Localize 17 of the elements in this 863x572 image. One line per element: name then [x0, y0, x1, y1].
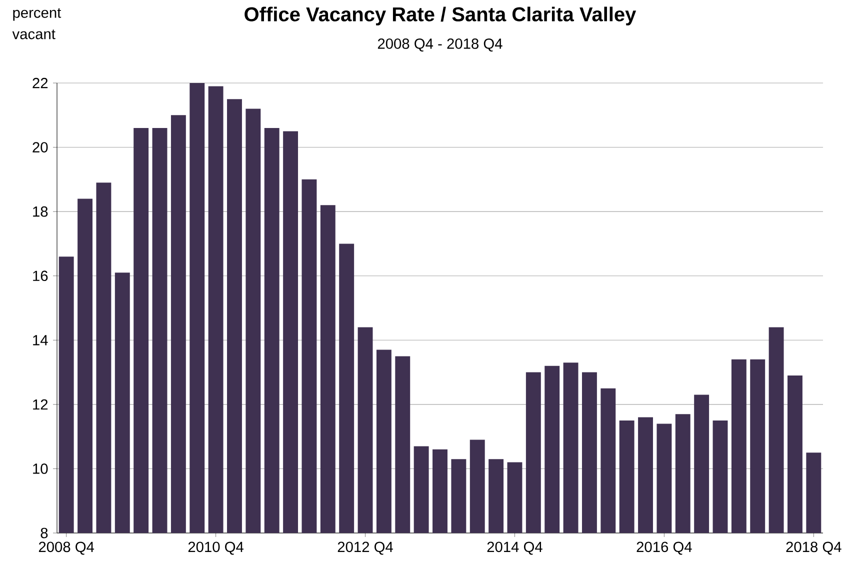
chart-title: Office Vacancy Rate / Santa Clarita Valley — [244, 6, 636, 26]
x-tick-label: 2014 Q4 — [487, 542, 542, 555]
x-tick-label: 2016 Q4 — [636, 542, 692, 555]
chart-subtitle: 2008 Q4 - 2018 Q4 — [378, 38, 502, 52]
y-tick-label: 12 — [33, 399, 48, 410]
y-tick-label: 18 — [33, 206, 48, 217]
y-tick-label: 10 — [33, 464, 48, 474]
y-axis-title: percent vacant — [12, 8, 62, 40]
y-tick-label: 22 — [32, 78, 48, 88]
x-tick-label: 2008 Q4 — [38, 542, 94, 555]
x-tick-label: 2018 Q4 — [786, 542, 842, 555]
x-tick-label: 2010 Q4 — [188, 542, 244, 555]
y-tick-label: 8 — [40, 528, 48, 538]
y-tick-label: 14 — [33, 335, 48, 346]
x-tick-label: 2012 Q4 — [338, 542, 393, 555]
y-tick-label: 16 — [33, 270, 48, 282]
y-tick-label: 20 — [32, 142, 48, 152]
